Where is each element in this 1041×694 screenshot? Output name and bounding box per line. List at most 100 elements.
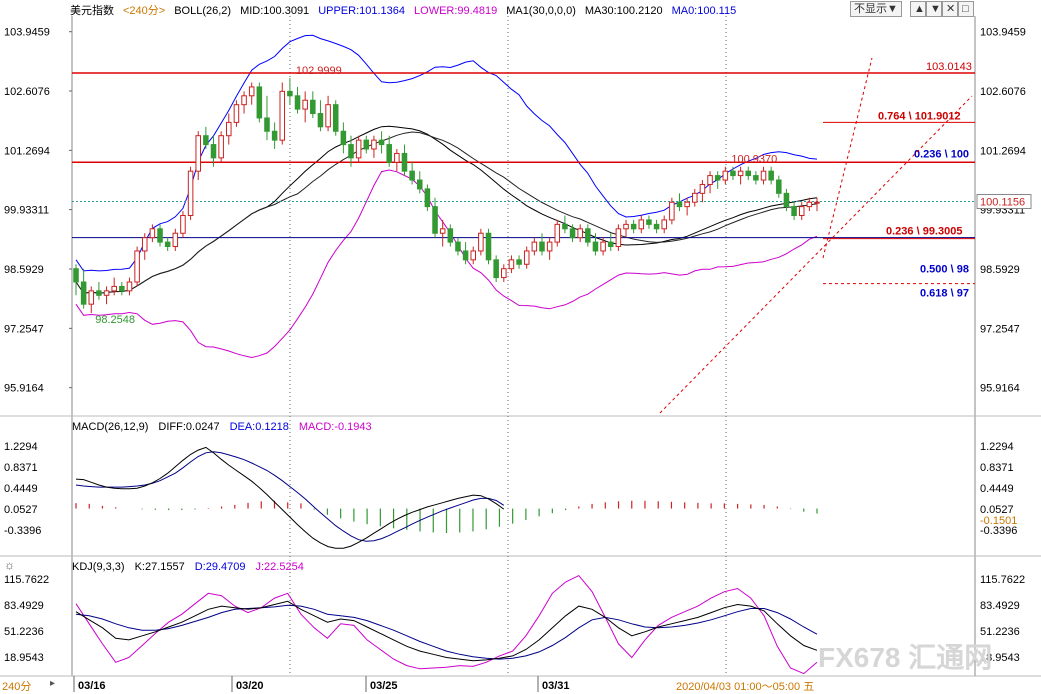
candle-body xyxy=(684,201,690,208)
candle-body xyxy=(569,228,576,239)
settings-icon[interactable]: ☼ xyxy=(4,558,15,572)
candle-body xyxy=(478,232,484,252)
candle-body xyxy=(256,86,263,119)
main-legend: 美元指数 <240分> BOLL(26,2) MID:100.3091 UPPER:10… xyxy=(70,2,745,18)
candle-body xyxy=(592,241,599,252)
candle-body xyxy=(470,250,477,261)
candle-body xyxy=(600,241,606,252)
candle-body xyxy=(439,228,446,234)
level-label-3: 0.236 \ 99.3005 xyxy=(886,226,962,238)
price-tick-left-4: 98.5929 xyxy=(4,264,44,276)
macd-value: MACD:-0.1943 xyxy=(298,421,372,433)
current-price-tag xyxy=(976,194,1032,210)
kdj-d-line xyxy=(75,604,818,660)
candle-body xyxy=(462,250,469,261)
boll-lower-line xyxy=(75,169,818,359)
kdj-tick-right-0: 115.7622 xyxy=(980,574,1025,586)
candle-body xyxy=(141,237,148,252)
candle-body xyxy=(294,95,301,110)
candle-body xyxy=(187,170,194,217)
level-label-4: 0.500 \ 98 xyxy=(920,264,969,276)
candle-body xyxy=(355,139,362,159)
boll-upper-line xyxy=(75,34,818,272)
candle-body xyxy=(615,228,622,248)
maximize-icon[interactable]: □ xyxy=(958,1,974,17)
high-annotation: 102.9999 xyxy=(296,65,342,77)
ma0-value: MA0:100.115 xyxy=(671,5,737,17)
candle-body xyxy=(783,192,790,208)
kdj-tick-left-1: 83.4929 xyxy=(4,600,44,612)
kdj-tick-left-0: 115.7622 xyxy=(4,574,49,586)
price-tick-right-4: 98.5929 xyxy=(980,264,1020,276)
candle-body xyxy=(730,170,736,177)
candle-body xyxy=(416,179,423,190)
price-tick-right-0: 103.9459 xyxy=(980,27,1026,39)
candle-body xyxy=(699,183,706,194)
candle-body xyxy=(149,228,156,239)
candle-body xyxy=(485,232,492,261)
candle-body xyxy=(669,201,675,221)
candle-body xyxy=(195,135,201,172)
boll-lower-value: LOWER:99.4819 xyxy=(414,5,498,17)
candle-body xyxy=(508,259,515,270)
date-label-0: 03/16 xyxy=(78,680,106,692)
date-label-1: 03/20 xyxy=(236,680,264,692)
candle-body xyxy=(279,90,286,141)
candle-body xyxy=(638,219,645,230)
up-arrow-icon[interactable]: ▲ xyxy=(910,1,926,17)
level-label-5: 0.618 \ 97 xyxy=(920,288,969,300)
ma-label: MA1(30,0,0,0) xyxy=(506,5,576,17)
macd-tick-left-0: 1.2294 xyxy=(4,441,38,453)
candle-body xyxy=(523,250,530,265)
fib-fan-line-b xyxy=(822,57,873,259)
candle-body xyxy=(806,201,813,208)
candle-body xyxy=(325,104,331,128)
macd-tick-left-2: 0.4449 xyxy=(4,483,38,495)
kdj-j-value: J:22.5254 xyxy=(255,561,304,573)
kdj-tick-right-1: 83.4929 xyxy=(980,600,1020,612)
level-label-1: 0.764 \ 101.9012 xyxy=(878,110,961,122)
candle-body xyxy=(164,241,171,248)
candle-body xyxy=(248,86,255,97)
macd-tick-left-4: -0.3396 xyxy=(4,525,41,537)
low-annotation: 98.2548 xyxy=(95,314,135,326)
down-arrow-icon[interactable]: ▼ xyxy=(926,1,942,17)
macd-tick-left-1: 0.8371 xyxy=(4,462,38,474)
candle-body xyxy=(103,290,110,296)
boll-label: BOLL(26,2) xyxy=(174,5,232,17)
candle-body xyxy=(768,170,774,181)
candle-body xyxy=(394,152,400,163)
date-label-2: 03/25 xyxy=(370,680,398,692)
candle-body xyxy=(814,201,820,204)
period-button[interactable]: 240分 xyxy=(2,681,32,693)
candle-body xyxy=(539,241,545,252)
candle-body xyxy=(180,215,186,234)
candle-body xyxy=(271,130,278,141)
price-tick-left-0: 103.9459 xyxy=(4,27,50,39)
watermark-logo: FX678 汇通网 xyxy=(818,642,993,673)
candle-body xyxy=(317,113,324,128)
candle-body xyxy=(646,219,652,225)
candle-body xyxy=(585,228,591,243)
candle-body xyxy=(80,281,87,305)
candle-body xyxy=(134,250,140,283)
macd-current-label: -0.1501 xyxy=(980,515,1017,527)
candle-body xyxy=(371,139,377,150)
hide-indicator-button[interactable]: 不显示▼ xyxy=(850,1,902,17)
macd-tick-right-2: 0.4449 xyxy=(980,483,1014,495)
kdj-legend: KDJ(9,3,3) K:27.1557 D:29.4709 J:22.5254 xyxy=(72,561,314,573)
price-tick-left-2: 101.2694 xyxy=(4,145,50,157)
price-tick-right-6: 95.9164 xyxy=(980,383,1020,395)
price-tick-right-5: 97.2547 xyxy=(980,323,1020,335)
candle-body xyxy=(340,130,347,146)
price-tick-right-2: 101.2694 xyxy=(980,145,1026,157)
candle-body xyxy=(676,201,683,208)
candle-body xyxy=(363,139,370,150)
period-label: <240分> xyxy=(123,5,166,17)
period-button-icon[interactable]: ▸ xyxy=(50,678,56,689)
candle-body xyxy=(760,170,767,181)
kdj-k-line xyxy=(75,600,818,662)
close-icon[interactable]: ✕ xyxy=(942,1,958,17)
candle-body xyxy=(302,99,308,110)
kdj-label: KDJ(9,3,3) xyxy=(72,561,125,573)
